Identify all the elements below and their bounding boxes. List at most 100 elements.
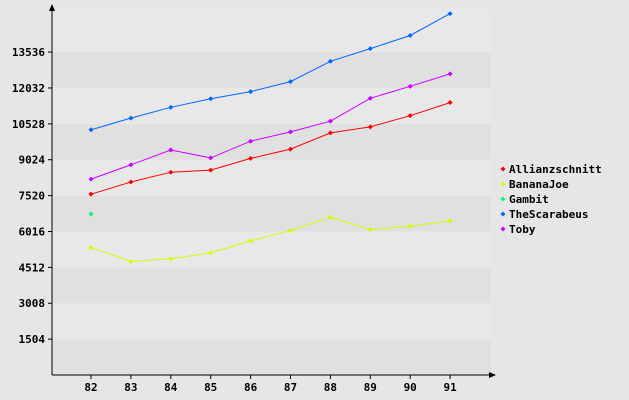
plot-band [52,52,491,88]
data-point [208,155,214,161]
x-tick-label: 85 [204,381,217,394]
x-tick-label: 82 [84,381,97,394]
series-3 [88,11,453,133]
data-point [88,245,94,251]
series-0 [88,100,453,197]
series-group [88,11,453,264]
data-point [367,95,373,101]
data-point [327,214,333,220]
x-tick-label: 90 [404,381,417,394]
series-2 [88,211,94,217]
y-tick-label: 13536 [12,46,45,59]
y-tick-label: 7520 [19,190,46,203]
y-tick-label: 9024 [19,154,46,167]
legend-item: Toby [500,223,536,236]
data-point [288,79,293,85]
data-point [367,46,373,52]
legend-label: BananaJoe [509,178,569,191]
data-point [128,258,134,264]
y-tick-label: 3008 [19,297,46,310]
x-tick-label: 91 [443,381,457,394]
legend-label: Toby [509,223,536,236]
plot-band [52,267,491,304]
plot-band [52,303,491,340]
plot-band [52,159,491,196]
legend-item: Allianzschnitt [500,163,602,176]
y-tick-label: 12032 [12,82,45,95]
y-tick-label: 1504 [19,333,46,346]
series-1 [88,214,453,264]
legend-marker [500,211,506,217]
series-4 [88,71,453,182]
data-point [248,155,254,161]
y-tick-label: 4512 [19,261,46,274]
legend-label: TheScarabeus [509,208,588,221]
data-point [128,179,134,185]
data-point [168,169,174,175]
x-tick-label: 89 [364,381,377,394]
plot-bands [52,10,491,375]
plot-band [52,195,491,232]
data-point [248,238,254,244]
data-point [327,130,333,136]
series-line [90,102,451,195]
data-point [88,176,94,182]
data-point [288,129,293,135]
data-point [88,127,94,133]
data-point [288,228,293,234]
data-point [248,138,254,144]
data-point [128,162,134,168]
data-point [367,124,373,130]
data-point [168,104,174,110]
data-point [248,89,254,95]
data-point [288,146,293,152]
data-point [447,71,453,77]
data-point [447,11,453,17]
data-point [168,147,174,153]
data-point [208,96,214,102]
data-point [88,211,94,217]
y-tick-label: 10528 [12,118,45,131]
x-tick-label: 83 [124,381,137,394]
data-point [208,250,214,256]
data-point [407,33,413,39]
data-point [327,118,333,124]
x-tick-label: 88 [324,381,337,394]
legend-marker [500,166,506,172]
axes [49,4,496,378]
x-tick-label: 86 [244,381,258,394]
plot-band [52,231,491,268]
y-axis-arrow [49,4,55,11]
data-point [407,83,413,89]
plot-band [52,123,491,160]
y-axis-ticks: 1504 3008 4512 6016 7520 9024 10528 12032 13536 [12,46,52,346]
plot-band [52,87,491,124]
series-line [90,216,451,262]
legend: Allianzschnitt BananaJoe Gambit TheScarabeu… [500,163,602,236]
legend-item: Gambit [500,193,549,206]
legend-marker [500,226,506,232]
y-tick-label: 6016 [19,225,46,238]
data-point [407,223,413,229]
series-line [90,13,451,131]
legend-label: Gambit [509,193,549,206]
data-point [327,58,333,64]
data-point [447,100,453,106]
data-point [168,256,174,262]
series-line [90,73,451,180]
x-tick-label: 87 [284,381,297,394]
plot-band [52,339,491,375]
legend-marker [500,181,506,187]
data-point [407,113,413,119]
data-point [367,226,373,232]
legend-marker [500,196,506,202]
data-point [88,191,94,197]
data-point [208,167,214,173]
data-point [447,218,453,224]
legend-label: Allianzschnitt [509,163,602,176]
x-axis-arrow [489,372,496,378]
x-axis-ticks: 82 83 84 85 86 87 88 89 90 91 [84,375,457,394]
legend-item: TheScarabeus [500,208,588,221]
plot-band [52,10,491,53]
